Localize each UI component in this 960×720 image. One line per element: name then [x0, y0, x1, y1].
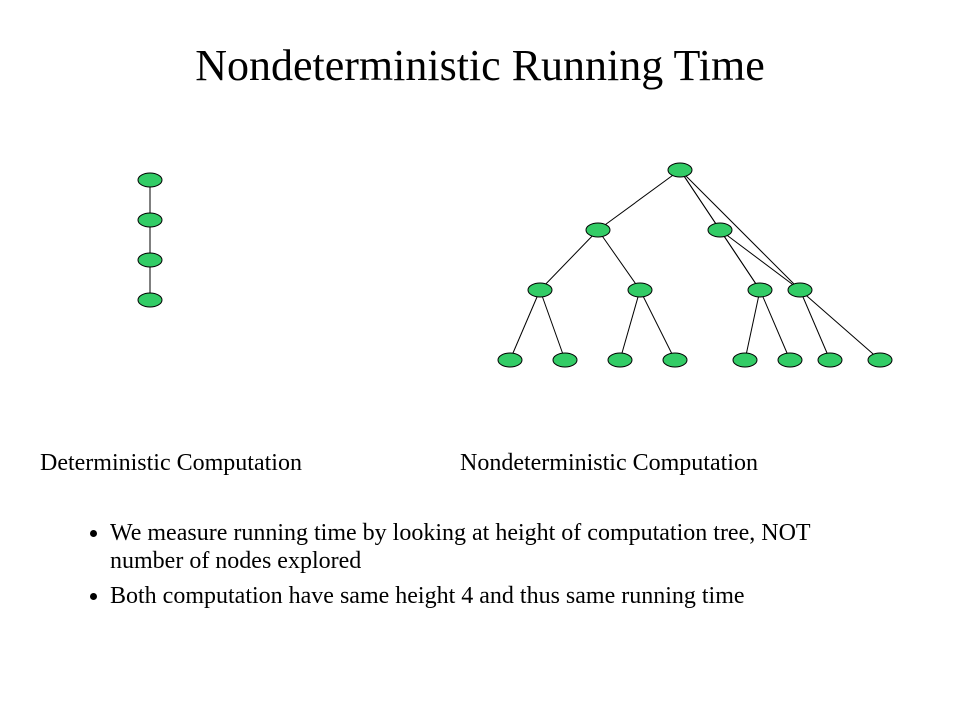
nondeterministic-tree — [498, 163, 892, 367]
edge — [720, 230, 800, 290]
edge — [598, 230, 640, 290]
caption-nondeterministic: Nondeterministic Computation — [460, 450, 758, 477]
node — [818, 353, 842, 367]
node — [608, 353, 632, 367]
edge — [598, 170, 680, 230]
node — [528, 283, 552, 297]
node — [138, 173, 162, 187]
edge — [540, 230, 598, 290]
edge — [800, 290, 830, 360]
caption-deterministic: Deterministic Computation — [40, 450, 302, 477]
node — [663, 353, 687, 367]
node — [628, 283, 652, 297]
bullet-list: We measure running time by looking at he… — [80, 520, 880, 619]
node — [586, 223, 610, 237]
node — [788, 283, 812, 297]
node — [733, 353, 757, 367]
diagram-area — [0, 140, 960, 400]
edge — [510, 290, 540, 360]
edge — [800, 290, 880, 360]
edge — [745, 290, 760, 360]
bullet-item: We measure running time by looking at he… — [110, 520, 880, 575]
node — [138, 213, 162, 227]
slide: Nondeterministic Running Time Determinis… — [0, 0, 960, 720]
edge — [640, 290, 675, 360]
deterministic-chain — [138, 173, 162, 307]
node — [498, 353, 522, 367]
node — [708, 223, 732, 237]
slide-title: Nondeterministic Running Time — [0, 40, 960, 91]
edge — [760, 290, 790, 360]
node — [668, 163, 692, 177]
node — [138, 293, 162, 307]
bullet-item: Both computation have same height 4 and … — [110, 583, 880, 611]
edge — [540, 290, 565, 360]
edge — [680, 170, 800, 290]
edge — [620, 290, 640, 360]
edge — [720, 230, 760, 290]
node — [778, 353, 802, 367]
node — [748, 283, 772, 297]
computation-diagram — [0, 140, 960, 400]
node — [138, 253, 162, 267]
node — [868, 353, 892, 367]
node — [553, 353, 577, 367]
